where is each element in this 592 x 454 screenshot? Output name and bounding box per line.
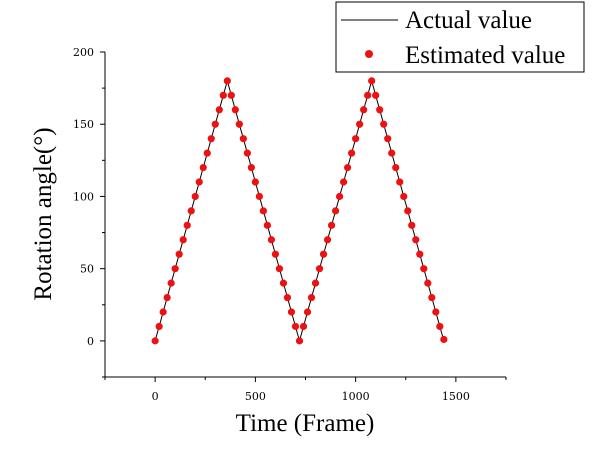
data-point-estimated [263,221,272,229]
data-point-estimated [432,308,440,316]
data-point-estimated [299,322,308,331]
data-point-estimated [360,106,368,114]
legend-label-estimated: Estimated value [405,42,565,69]
plot-area [151,77,448,345]
data-point-estimated [420,265,428,273]
data-point-estimated [356,120,364,128]
data-point-estimated [436,322,444,331]
data-point-estimated [231,106,239,114]
data-point-estimated [380,120,388,128]
data-point-estimated [428,293,436,302]
data-point-estimated [207,135,215,143]
data-point-estimated [239,135,247,143]
data-point-estimated [171,265,179,273]
data-point-estimated [319,250,328,258]
data-point-estimated [159,308,167,316]
data-point-estimated [344,163,352,172]
data-point-estimated [183,221,191,229]
data-point-estimated [327,221,336,229]
data-point-estimated [323,236,332,244]
data-point-estimated [408,221,416,229]
y-tick-label: 50 [80,263,94,276]
data-point-estimated [223,77,231,85]
data-point-estimated [255,192,263,201]
data-point-estimated [179,236,187,244]
data-point-estimated [235,120,243,128]
series-line-actual [154,79,445,343]
data-point-estimated [203,149,211,157]
data-point-estimated [392,163,400,172]
data-point-estimated [275,265,284,273]
data-point-estimated [191,192,199,201]
data-point-estimated [227,91,235,99]
legend-label-actual: Actual value [405,7,532,34]
data-point-estimated [151,337,159,345]
y-axis-title: Rotation angle(°) [30,127,57,300]
data-point-estimated [416,250,424,258]
x-tick-label: 1000 [342,390,370,403]
data-point-estimated [271,250,280,258]
data-point-estimated [311,279,320,287]
data-point-estimated [163,293,171,302]
y-tick-label: 100 [73,190,94,203]
data-point-estimated [396,178,404,186]
data-point-estimated [404,207,412,215]
data-point-estimated [167,279,175,287]
legend: Actual value Estimated value [335,1,585,73]
data-point-estimated [291,322,300,331]
data-point-estimated [368,77,376,85]
data-point-estimated [331,207,340,215]
data-point-estimated [315,265,324,273]
data-point-estimated [364,91,372,99]
data-point-estimated [175,250,183,258]
legend-marker-swatch [365,50,373,58]
data-point-estimated [303,308,312,316]
data-point-estimated [376,106,384,114]
legend-box [335,1,585,73]
data-point-estimated [199,163,207,172]
y-tick-label: 0 [87,335,94,348]
y-tick-label: 150 [73,118,94,131]
y-ticks: 0 50 100 150 200 [73,46,105,378]
data-point-estimated [283,293,292,302]
data-point-estimated [211,120,219,128]
data-point-estimated [155,322,163,331]
data-point-estimated [219,91,227,99]
data-point-estimated [215,106,223,114]
data-point-estimated [247,163,255,172]
data-point-estimated [195,178,203,186]
data-point-estimated [243,149,251,157]
data-point-estimated [440,335,448,344]
data-point-estimated [424,279,432,287]
x-tick-label: 0 [152,390,159,403]
x-ticks: 0 500 1000 1500 [104,377,507,403]
data-point-estimated [335,192,344,201]
axes: 0 500 1000 1500 0 50 100 150 200 [73,46,507,403]
data-point-estimated [295,337,304,345]
data-point-estimated [307,293,316,302]
data-point-estimated [388,149,396,157]
data-point-estimated [187,207,195,215]
data-point-estimated [372,91,380,99]
data-point-estimated [412,236,420,244]
x-tick-label: 1500 [442,390,470,403]
data-point-estimated [251,178,259,186]
data-point-estimated [384,135,392,143]
data-point-estimated [352,135,360,143]
data-point-estimated [348,149,356,157]
x-axis-title: Time (Frame) [236,410,375,437]
data-point-estimated [267,236,276,244]
x-tick-label: 500 [245,390,266,403]
data-point-estimated [400,192,408,201]
data-point-estimated [339,178,348,186]
y-tick-label: 200 [73,46,94,59]
data-point-estimated [287,308,296,316]
data-point-estimated [279,279,288,287]
data-point-estimated [259,207,267,215]
